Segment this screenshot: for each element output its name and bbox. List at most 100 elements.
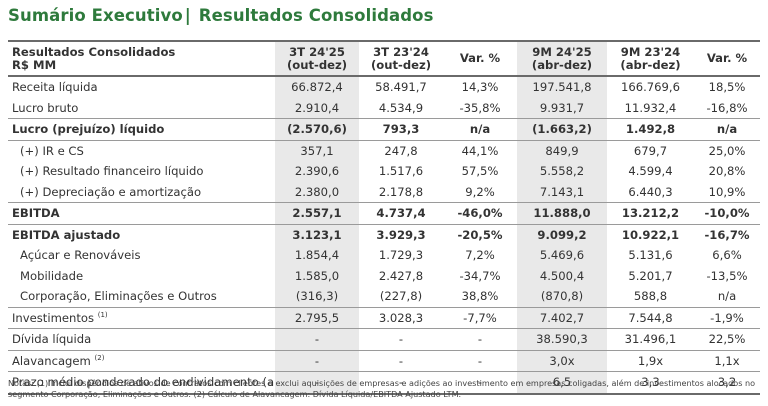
table-cell: 3.929,3 (359, 223, 443, 245)
table-cell: (2.570,6) (275, 118, 359, 140)
header-3t2324-months: (out-dez) (370, 57, 432, 72)
table-cell: 2.795,5 (275, 306, 359, 329)
header-var-quarter-label: Var. % (459, 51, 501, 65)
table-cell: 22,5% (694, 328, 760, 350)
table-cell: (870,8) (517, 286, 607, 307)
row-label-text: Mobilidade (20, 268, 84, 283)
table-row: Mobilidade 1.585,0 2.427,8 -34,7% 4.500,4 5.2… (8, 265, 760, 286)
table-cell: 5.558,2 (517, 161, 607, 182)
table-cell: -16,8% (706, 100, 748, 115)
table-header-row: Resultados Consolidados R$ MM 3T 24'25 (o… (8, 40, 760, 77)
table-cell: 793,3 (359, 118, 443, 140)
table-cell: -1,9% (694, 306, 760, 329)
table-cell: - (275, 371, 359, 395)
row-label: Investimentos (1) (8, 306, 275, 329)
table-cell: (227,8) (379, 289, 423, 304)
header-9m2425-months: (abr-dez) (531, 57, 593, 72)
table-row: Receita líquida 66.872,4 58.491,7 14,3% 197.… (8, 76, 760, 98)
table-row: Alavancagem (2) - - -3,0x 1,9x 1,1x (8, 349, 760, 372)
table-row: Dívida líquida - - -38.590,3 31.496,1 22,5% (8, 328, 760, 350)
table-cell: 1.854,4 (275, 245, 359, 266)
table-cell: 1.517,6 (378, 164, 424, 179)
table-cell: 20,8% (708, 164, 746, 179)
header-9m2425-period: 9M 24'25 (532, 44, 592, 59)
table-cell: 7,2% (465, 248, 495, 263)
table-cell: 38,8% (461, 289, 499, 304)
row-label-text: Lucro (prejuízo) líquido (12, 122, 165, 137)
results-table: Resultados Consolidados R$ MM 3T 24'25 (o… (8, 40, 760, 395)
table-cell: 11.932,4 (624, 100, 677, 115)
table-cell: 5.201,7 (628, 268, 673, 283)
table-cell: -46,0% (443, 202, 517, 224)
table-cell: 1.729,3 (378, 248, 424, 263)
row-label: Prazo médio ponderado do endividamento (… (8, 371, 275, 395)
table-cell: 4.500,4 (517, 265, 607, 286)
table-cell: 2.557,1 (275, 202, 359, 224)
table-row: (+) Depreciação e amortização 2.380,0 2.17… (8, 181, 760, 203)
table-cell: 10.922,1 (607, 223, 694, 245)
table-cell: 31.496,1 (607, 328, 694, 350)
table-cell: 4.534,9 (378, 100, 424, 115)
table-cell: - (359, 371, 443, 395)
header-3t2324: 3T 23'24 (out-dez) (359, 40, 443, 77)
table-cell: 25,0% (694, 139, 760, 161)
row-label-text: EBITDA ajustado (12, 227, 121, 242)
row-label: Lucro (prejuízo) líquido (8, 118, 275, 140)
table-cell: 1.585,0 (275, 265, 359, 286)
table-cell: 13.212,2 (607, 202, 694, 224)
row-label: (+) IR e CS (8, 139, 275, 161)
table-cell: 849,9 (517, 139, 607, 161)
table-cell: 3,0x (517, 349, 607, 372)
table-cell: 1,9x (607, 349, 694, 372)
table-cell: - (275, 349, 359, 372)
row-label: Açúcar e Renováveis (8, 245, 275, 266)
table-cell: n/a (443, 118, 517, 140)
table-cell: 2.178,8 (378, 184, 424, 199)
row-label: Receita líquida (8, 76, 275, 98)
table-cell: 7.544,8 (607, 306, 694, 329)
row-label-text: Alavancagem (12, 353, 91, 368)
row-label: Lucro bruto (8, 98, 275, 119)
row-label-text: Receita líquida (12, 80, 98, 95)
table-cell: -13,5% (706, 268, 748, 283)
table-cell: 66.872,4 (275, 76, 359, 98)
footnote-marker: (1) (97, 310, 108, 319)
row-label: (+) Resultado financeiro líquido (8, 161, 275, 182)
table-cell: 9.931,7 (517, 97, 607, 119)
row-label-text: Dívida líquida (12, 332, 92, 347)
table-cell: 1.492,8 (607, 118, 694, 140)
table-cell: 57,5% (461, 164, 499, 179)
table-cell: 197.541,8 (517, 76, 607, 98)
table-cell: 2.910,4 (275, 97, 359, 119)
table-cell: 4.599,4 (628, 164, 673, 179)
table-cell: -16,7% (694, 223, 760, 245)
header-3t2324-period: 3T 23'24 (373, 44, 429, 59)
table-cell: 3.123,1 (275, 223, 359, 245)
header-9m2324: 9M 23'24 (abr-dez) (607, 40, 694, 77)
table-cell: 38.590,3 (517, 328, 607, 350)
title-main: Sumário Executivo (8, 6, 183, 25)
table-cell: - (443, 349, 517, 372)
table-row: Açúcar e Renováveis 1.854,4 1.729,3 7,2% 5.4… (8, 245, 760, 266)
row-label-text: Corporação, Eliminações e Outros (20, 289, 217, 304)
row-label-text: Investimentos (12, 310, 95, 325)
row-label: Alavancagem (2) (8, 349, 275, 372)
table-row: Prazo médio ponderado do endividamento (… (8, 371, 760, 395)
title-sub: Resultados Consolidados (198, 6, 434, 25)
table-cell: 7.402,7 (517, 306, 607, 329)
header-var-ytd-label: Var. % (706, 51, 748, 65)
table-cell: 6.440,3 (628, 184, 673, 199)
table-row: Investimentos (1) 2.795,5 3.028,3 -7,7% 7.40… (8, 306, 760, 329)
row-label-text: Lucro bruto (12, 100, 79, 115)
table-body: Receita líquida 66.872,4 58.491,7 14,3% 197.… (8, 76, 760, 395)
row-label-text: (+) IR e CS (20, 143, 84, 158)
table-cell: 2.390,6 (275, 161, 359, 182)
header-var-ytd: Var. % (694, 40, 760, 77)
table-cell: -10,0% (694, 202, 760, 224)
header-label: Resultados Consolidados R$ MM (8, 40, 275, 77)
table-cell: (1.663,2) (517, 118, 607, 140)
table-cell: 3,2 (694, 371, 760, 395)
footnotes: Notas: (1) Inclui dispêndios de ativos d… (8, 378, 756, 399)
header-9m2324-period: 9M 23'24 (620, 44, 681, 59)
table-cell: 2.427,8 (378, 268, 424, 283)
